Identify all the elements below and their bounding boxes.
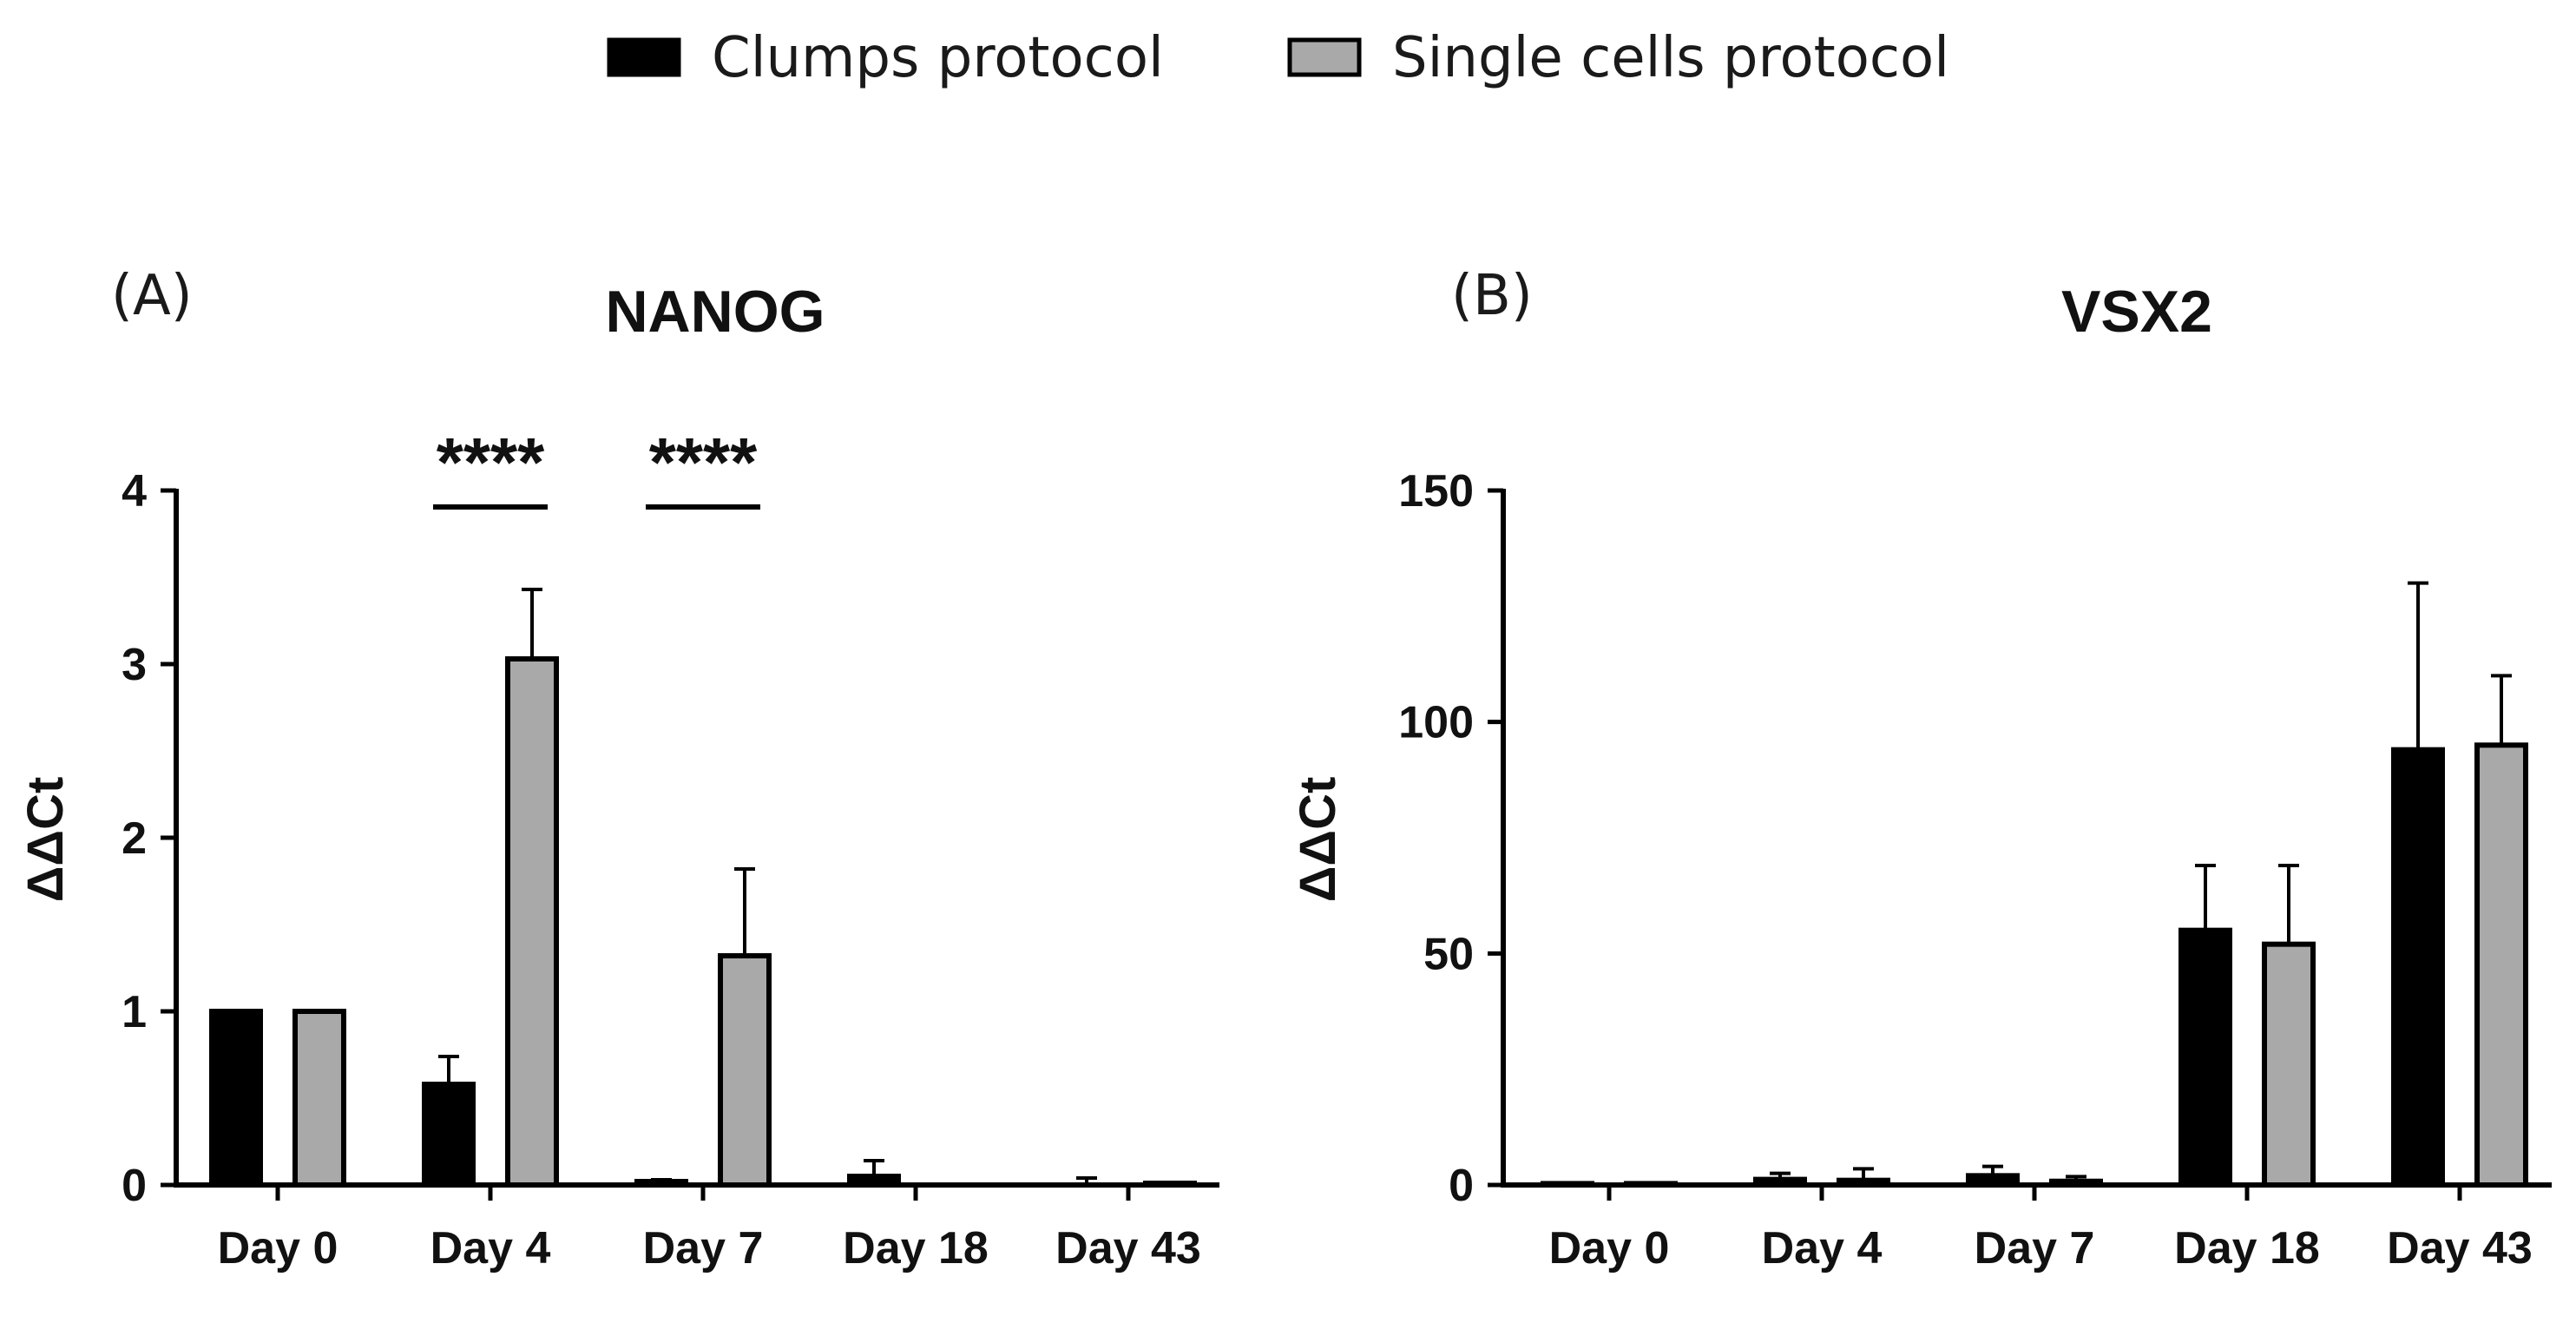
chart-a-x-tick-label: Day 7: [643, 1223, 764, 1274]
chart-panel-a: (A) NANOG ΔΔCt 0 1 2 3 4 Day 0 Day 4 Day 7 Day 1…: [17, 264, 1219, 1274]
chart-b-bar-single-cells-day-43: [2474, 742, 2528, 1188]
chart-a-y-tick-label: 0: [122, 1161, 147, 1211]
chart-a-bar-clumps-day-4: [422, 1082, 476, 1188]
chart-title-b: VSX2: [2061, 279, 2212, 345]
legend-swatch-clumps: [607, 37, 681, 77]
chart-a-bar-single-cells-day-7: [718, 953, 772, 1188]
chart-b-y-tick-label: 100: [1398, 698, 1474, 748]
chart-a-bar-clumps-day-0: [209, 1009, 263, 1188]
chart-b-bar-clumps-day-18: [2178, 927, 2232, 1188]
panel-label-a: (A): [111, 264, 193, 328]
chart-panel-b: (B) VSX2 ΔΔCt 0 50 100 150 Day 0 Day 4 Day 7 Da…: [1290, 264, 2552, 1274]
chart-a-significance-label: ****: [649, 424, 758, 501]
panel-label-b: (B): [1451, 264, 1533, 328]
chart-b-x-tick-label: Day 7: [1975, 1223, 2095, 1274]
chart-b-x-tick-label: Day 0: [1549, 1223, 1670, 1274]
legend-label-clumps: Clumps protocol: [712, 26, 1164, 90]
chart-a-y-tick-label: 1: [122, 987, 147, 1037]
chart-b-x-tick-label: Day 43: [2387, 1223, 2533, 1274]
chart-a-significance-label: ****: [437, 424, 545, 501]
chart-a-x-tick-label: Day 43: [1055, 1223, 1201, 1274]
chart-a-bar-single-cells-day-0: [292, 1009, 346, 1188]
chart-a-bar-single-cells-day-4: [505, 656, 559, 1188]
y-axis-label-b: ΔΔCt: [1290, 777, 1346, 903]
chart-a-x-tick-label: Day 4: [430, 1223, 551, 1274]
chart-a-x-tick-label: Day 18: [843, 1223, 989, 1274]
chart-a-y-tick-label: 3: [122, 640, 147, 690]
chart-a-x-tick-label: Day 0: [218, 1223, 338, 1274]
chart-b-y-tick-label: 50: [1423, 929, 1474, 979]
legend-swatch-single-cells: [1287, 37, 1362, 77]
chart-b-bar-clumps-day-43: [2391, 747, 2445, 1188]
chart-b-y-tick-label: 150: [1398, 466, 1474, 517]
chart-b-bar-single-cells-day-18: [2262, 941, 2316, 1188]
legend: Clumps protocol Single cells protocol: [607, 26, 1949, 90]
legend-label-single-cells: Single cells protocol: [1392, 26, 1949, 90]
chart-a-y-tick-label: 4: [122, 466, 147, 517]
chart-title-a: NANOG: [605, 279, 825, 345]
chart-b-x-tick-label: Day 18: [2174, 1223, 2320, 1274]
chart-a-y-tick-label: 2: [122, 813, 147, 864]
chart-b-x-tick-label: Day 4: [1762, 1223, 1883, 1274]
chart-b-y-tick-label: 0: [1449, 1161, 1474, 1211]
y-axis-label-a: ΔΔCt: [17, 777, 74, 903]
